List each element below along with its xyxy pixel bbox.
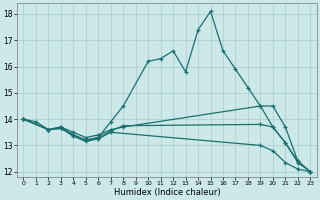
X-axis label: Humidex (Indice chaleur): Humidex (Indice chaleur) [114, 188, 220, 197]
